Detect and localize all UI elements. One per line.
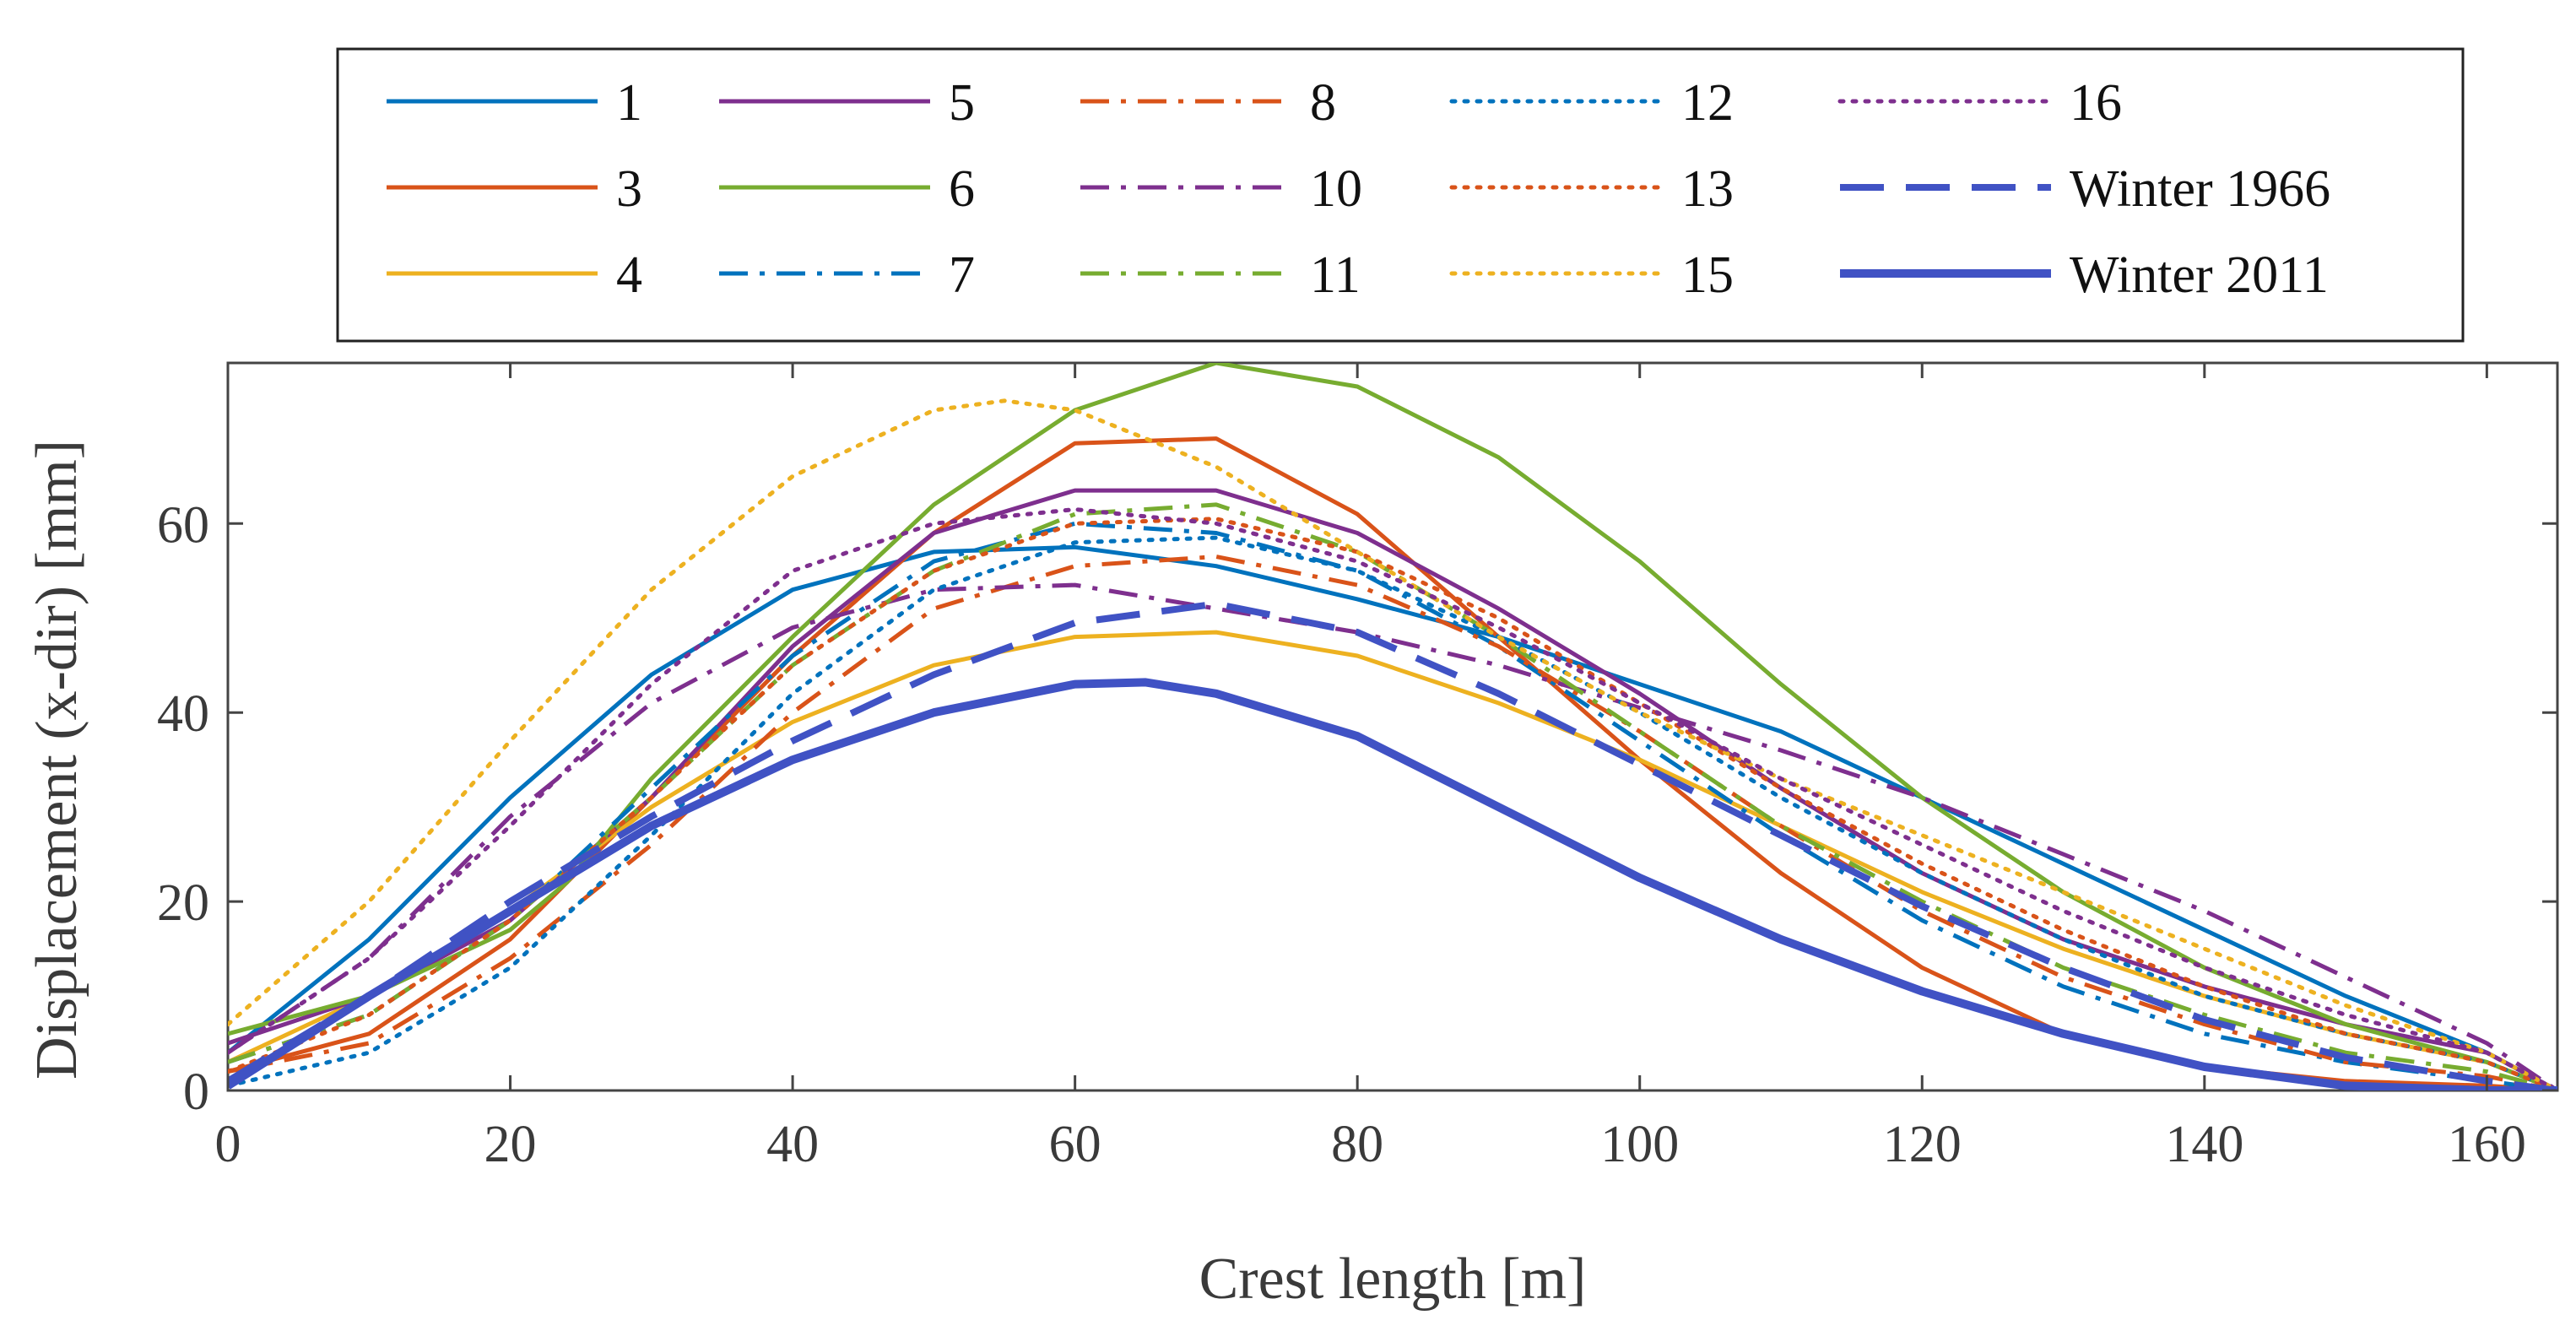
y-axis-label: Displacement (x-dir) [mm] bbox=[24, 440, 89, 1080]
y-tick-label: 20 bbox=[157, 874, 209, 932]
series-line-winter-1966 bbox=[228, 600, 2557, 1090]
legend-label: 3 bbox=[616, 160, 642, 218]
legend-entry-4: 4 bbox=[387, 246, 642, 304]
legend-entry-8: 8 bbox=[1080, 74, 1336, 132]
legend-label: 11 bbox=[1310, 246, 1361, 304]
legend-label: 7 bbox=[949, 246, 975, 304]
legend-label: 10 bbox=[1310, 160, 1362, 218]
x-tick-label: 120 bbox=[1883, 1116, 1962, 1173]
series-line-11 bbox=[228, 502, 2557, 1090]
legend-entry-1: 1 bbox=[387, 74, 642, 132]
legend-entry-12: 12 bbox=[1449, 74, 1734, 132]
x-tick-label: 100 bbox=[1600, 1116, 1679, 1173]
x-tick-label: 20 bbox=[484, 1116, 537, 1173]
legend-entry-winter-1966: Winter 1966 bbox=[1840, 160, 2330, 218]
legend-label: 15 bbox=[1681, 246, 1734, 304]
series-line-15 bbox=[228, 398, 2557, 1090]
legend-entry-7: 7 bbox=[719, 246, 975, 304]
legend-entry-winter-2011: Winter 2011 bbox=[1840, 246, 2329, 304]
series-line-5 bbox=[228, 488, 2557, 1090]
legend-label: Winter 1966 bbox=[2070, 160, 2330, 218]
legend-entry-11: 11 bbox=[1080, 246, 1361, 304]
series-line-12 bbox=[228, 535, 2557, 1090]
series-line-8 bbox=[228, 555, 2557, 1090]
legend-label: 12 bbox=[1681, 74, 1734, 132]
x-tick-label: 80 bbox=[1331, 1116, 1383, 1173]
legend-label: Winter 2011 bbox=[2070, 246, 2329, 304]
series-line-16 bbox=[228, 507, 2557, 1090]
legend-label: 4 bbox=[616, 246, 642, 304]
series-line-1 bbox=[228, 544, 2557, 1090]
legend-entry-10: 10 bbox=[1080, 160, 1362, 218]
legend-box bbox=[336, 47, 2465, 343]
legend-entry-6: 6 bbox=[719, 160, 975, 218]
legend-entry-3: 3 bbox=[387, 160, 642, 218]
series-line-4 bbox=[228, 630, 2557, 1090]
series-line-10 bbox=[228, 582, 2557, 1090]
legend-label: 16 bbox=[2070, 74, 2122, 132]
x-tick-label: 60 bbox=[1049, 1116, 1101, 1173]
series-line-winter-2011 bbox=[228, 678, 2557, 1090]
x-tick-label: 140 bbox=[2165, 1116, 2243, 1173]
y-tick-label: 60 bbox=[157, 496, 209, 554]
y-tick-label: 0 bbox=[183, 1063, 209, 1121]
series-line-3 bbox=[228, 436, 2557, 1090]
legend-entry-15: 15 bbox=[1449, 246, 1734, 304]
legend-entry-13: 13 bbox=[1449, 160, 1734, 218]
series-line-6 bbox=[228, 363, 2557, 1090]
legend-label: 8 bbox=[1310, 74, 1336, 132]
plot-frame bbox=[226, 361, 2559, 1092]
legend-entry-5: 5 bbox=[719, 74, 975, 132]
legend-entry-16: 16 bbox=[1837, 74, 2122, 132]
x-tick-label: 40 bbox=[766, 1116, 819, 1173]
series-line-13 bbox=[228, 517, 2557, 1090]
x-tick-label: 0 bbox=[215, 1116, 241, 1173]
y-tick-label: 40 bbox=[157, 685, 209, 743]
x-tick-label: 160 bbox=[2448, 1116, 2526, 1173]
series-line-7 bbox=[228, 521, 2557, 1090]
legend-label: 1 bbox=[616, 74, 642, 132]
x-axis-label: Crest length [m] bbox=[1199, 1247, 1587, 1312]
legend-label: 6 bbox=[949, 160, 975, 218]
legend-label: 5 bbox=[949, 74, 975, 132]
legend-label: 13 bbox=[1681, 160, 1734, 218]
